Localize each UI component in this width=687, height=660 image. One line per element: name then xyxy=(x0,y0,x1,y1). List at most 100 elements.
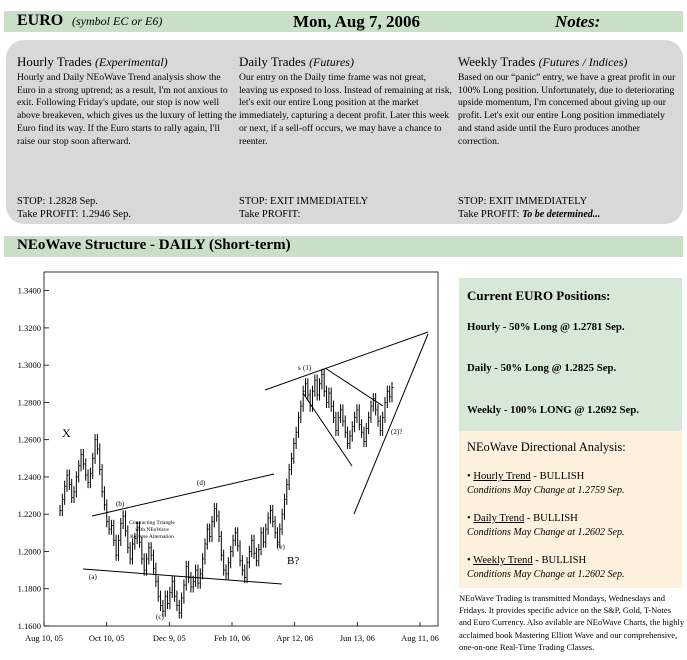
profit-value: To be determined... xyxy=(522,209,601,220)
plot-frame xyxy=(43,271,439,627)
daily-trend-line: • Daily Trend - BULLISH xyxy=(467,513,578,524)
position-weekly: Weekly - 100% LONG @ 1.2692 Sep. xyxy=(467,404,640,416)
bullet: • xyxy=(467,513,474,524)
y-tick-label: 1.2600 xyxy=(18,435,41,445)
wave-label: (d) xyxy=(197,479,206,487)
column-heading: Weekly Trades (Futures / Indices) xyxy=(458,54,676,70)
bullet: • xyxy=(467,555,474,566)
price-chart: 1.1600 1.1800 1.2000 1.2200 1.2400 1.2600 1.28… xyxy=(0,262,450,660)
triangle-note: Reverse Alternation xyxy=(130,534,174,540)
y-tick-label: 1.3400 xyxy=(18,286,41,296)
trendline xyxy=(353,333,429,515)
trend-name: Weekly Trend xyxy=(473,555,533,566)
stop-line: STOP: 1.2828 Sep. xyxy=(17,196,98,207)
currency-title: EURO xyxy=(17,12,64,29)
trend-name: Hourly Trend xyxy=(473,471,531,482)
profit-line: Take PROFIT: xyxy=(239,208,368,221)
trendline xyxy=(91,473,275,517)
x-tick-label: Dec 9, 05 xyxy=(153,633,186,643)
x-tick-label: Apr 12, 06 xyxy=(276,633,313,643)
trendline xyxy=(264,331,429,391)
x-axis: Aug 10, 05 Oct 10, 05 Dec 9, 05 Feb 10, 06 A… xyxy=(25,622,439,643)
y-axis: 1.1600 1.1800 1.2000 1.2200 1.2400 1.2600 1.28… xyxy=(18,286,49,631)
column-heading: Hourly Trades (Experimental) xyxy=(17,54,239,70)
stop-block: STOP: EXIT IMMEDIATELY Take PROFIT: xyxy=(239,195,368,221)
profit-line: Take PROFIT: 1.2946 Sep. xyxy=(17,208,131,221)
hourly-trades-column: Hourly Trades (Experimental) Hourly and … xyxy=(17,54,239,220)
column-subtitle: (Futures / Indices) xyxy=(538,55,628,69)
y-tick-label: 1.3200 xyxy=(18,323,41,333)
chart-svg: 1.1600 1.1800 1.2000 1.2200 1.2400 1.2600 1.28… xyxy=(18,271,439,643)
position-hourly: Hourly - 50% Long @ 1.2781 Sep. xyxy=(467,321,625,333)
stop-line: STOP: EXIT IMMEDIATELY xyxy=(458,196,588,207)
y-tick-label: 1.3000 xyxy=(18,360,41,370)
wave-label: X xyxy=(62,426,71,440)
trendline xyxy=(82,568,283,585)
wave-label: (2)? xyxy=(391,428,402,436)
position-daily: Daily - 50% Long @ 1.2825 Sep. xyxy=(467,362,617,374)
trade-notes-panel: Hourly Trades (Experimental) Hourly and … xyxy=(6,40,683,224)
column-heading: Daily Trades (Futures) xyxy=(239,54,453,70)
positions-title: Current EURO Positions: xyxy=(467,288,611,303)
trend-state: - BULLISH xyxy=(530,471,585,482)
x-tick-label: Aug 10, 05 xyxy=(25,633,63,643)
wave-label: (c) xyxy=(156,613,164,621)
structure-title-bar: NEoWave Structure - DAILY (Short-term) xyxy=(4,236,683,257)
wave-label: (e) xyxy=(277,543,285,551)
wave-label: (b) xyxy=(116,500,125,508)
issue-date: Mon, Aug 7, 2006 xyxy=(293,12,421,31)
wave-label-prefix: s xyxy=(298,364,301,372)
trend-name: Daily Trend xyxy=(473,513,525,524)
profit-label: Take PROFIT: xyxy=(458,209,523,220)
footer-text: NEoWave Trading is transmitted Mondays, … xyxy=(459,593,685,652)
header-bar: EURO (symbol EC or E6) Mon, Aug 7, 2006 … xyxy=(4,11,683,32)
wave-label: (1) xyxy=(303,364,312,372)
column-body: Hourly and Daily NEoWave Trend analysis … xyxy=(17,72,237,147)
column-title: Hourly Trades xyxy=(17,54,92,69)
profit-label: Take PROFIT: xyxy=(239,209,301,220)
column-subtitle: (Futures) xyxy=(309,55,354,69)
daily-trend-condition: Conditions May Change at 1.2602 Sep. xyxy=(467,527,625,538)
profit-value: 1.2946 Sep. xyxy=(81,209,131,220)
column-body: Based on our “panic” entry, we have a gr… xyxy=(458,72,676,147)
weekly-trades-column: Weekly Trades (Futures / Indices) Based … xyxy=(458,54,676,220)
notes-label: Notes: xyxy=(555,12,601,31)
y-tick-label: 1.2400 xyxy=(18,472,41,482)
daily-trades-column: Daily Trades (Futures) Our entry on the … xyxy=(239,54,453,220)
column-subtitle: (Experimental) xyxy=(95,55,168,69)
y-tick-label: 1.2200 xyxy=(18,509,41,519)
price-bars xyxy=(59,368,394,619)
profit-line: Take PROFIT: To be determined... xyxy=(458,208,600,221)
weekly-trend-condition: Conditions May Change at 1.2602 Sep. xyxy=(467,569,625,580)
bullet: • xyxy=(467,471,474,482)
x-tick-label: Jun 13, 06 xyxy=(340,633,375,643)
x-tick-label: Feb 10, 06 xyxy=(214,633,250,643)
y-tick-label: 1.2800 xyxy=(18,397,41,407)
y-tick-label: 1.1800 xyxy=(18,584,41,594)
weekly-trend-line: • Weekly Trend - BULLISH xyxy=(467,555,586,566)
stop-block: STOP: EXIT IMMEDIATELY Take PROFIT: To b… xyxy=(458,195,600,221)
stop-line: STOP: EXIT IMMEDIATELY xyxy=(239,196,369,207)
trend-state: - BULLISH xyxy=(524,513,578,524)
directional-title: NEoWave Directional Analysis: xyxy=(467,440,626,454)
wave-label: (a) xyxy=(89,573,97,581)
hourly-trend-condition: Conditions May Change at 1.2759 Sep. xyxy=(467,485,625,496)
trendlines xyxy=(82,331,429,585)
profit-label: Take PROFIT: xyxy=(17,209,82,220)
x-tick-label: Oct 10, 05 xyxy=(89,633,125,643)
y-tick-label: 1.2000 xyxy=(18,546,41,556)
current-positions-box: Current EURO Positions: Hourly - 50% Lon… xyxy=(459,278,682,431)
hourly-trend-line: • Hourly Trend - BULLISH xyxy=(467,471,584,482)
directional-analysis-box: NEoWave Directional Analysis: • Hourly T… xyxy=(459,431,682,588)
trendline xyxy=(302,392,353,467)
triangle-note: with NEoWave xyxy=(135,527,169,533)
y-tick-label: 1.1600 xyxy=(18,621,41,631)
wave-label: B? xyxy=(287,555,299,567)
wave-labels: X (a) (b) (c) (d) (e)B? (1) (2)? Contracting Tri… xyxy=(62,364,402,621)
stop-block: STOP: 1.2828 Sep. Take PROFIT: 1.2946 Se… xyxy=(17,195,131,221)
structure-title: NEoWave Structure - DAILY (Short-term) xyxy=(17,237,291,253)
column-title: Weekly Trades xyxy=(458,54,536,69)
triangle-note: Contracting Triangle xyxy=(129,520,175,526)
x-tick-label: Aug 11, 06 xyxy=(401,633,439,643)
column-body: Our entry on the Daily time frame was no… xyxy=(239,72,452,147)
